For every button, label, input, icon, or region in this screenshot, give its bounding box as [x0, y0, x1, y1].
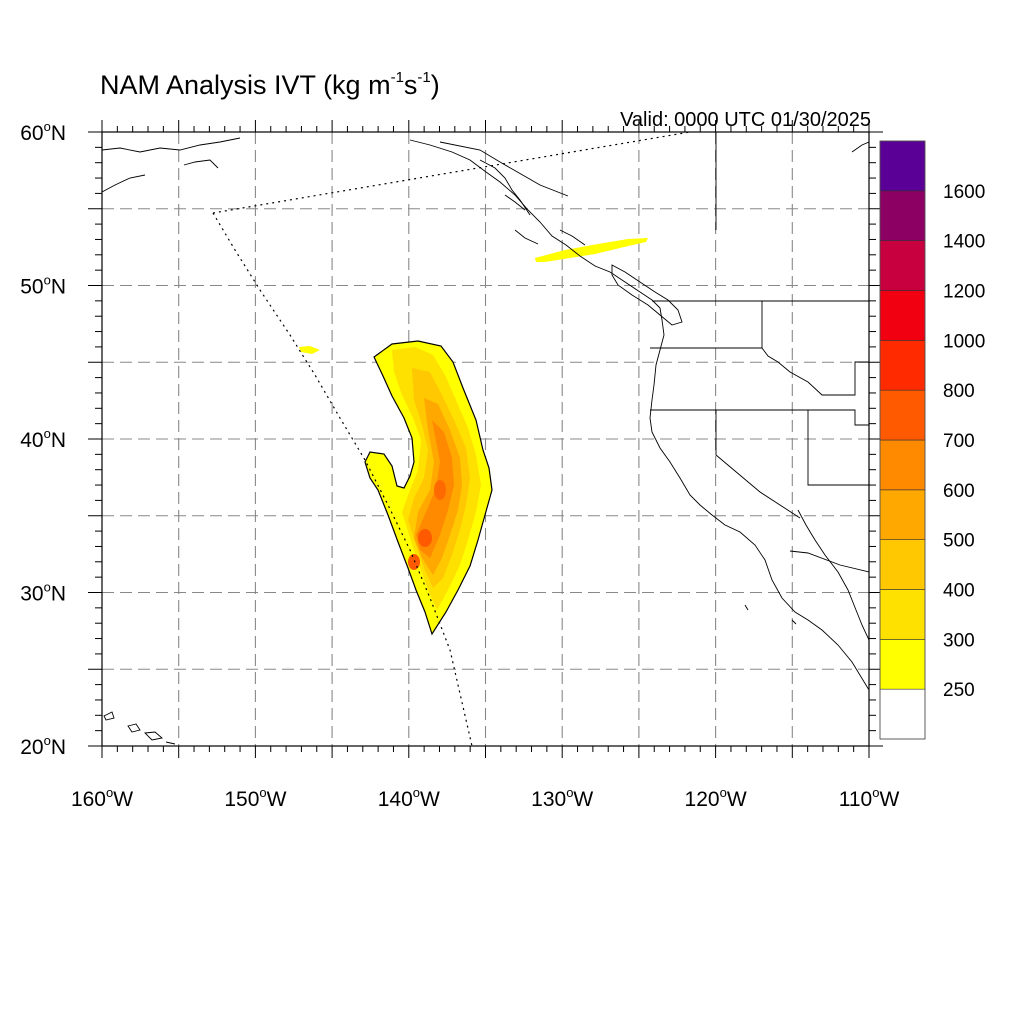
alaska-coast — [102, 137, 661, 309]
colorbar-level-label: 800 — [943, 381, 975, 402]
colorbar-box — [879, 389, 926, 441]
y-tick-label: 60oN — [20, 119, 66, 145]
colorbar-box — [879, 688, 926, 740]
ivt-core-700b — [408, 554, 420, 570]
ivt-core-600 — [434, 480, 446, 500]
axis-ticks — [88, 120, 883, 758]
axis-labels: 160oW 150oW 140oW 130oW 120oW 110oW 60oN 50oN 40… — [20, 119, 899, 811]
colorbar-box — [879, 539, 926, 590]
colorbar-level-label: 600 — [943, 481, 975, 502]
colorbar-level-label: 1000 — [943, 331, 985, 352]
ivt-small-patch-250 — [299, 346, 320, 354]
colorbar-box — [879, 340, 926, 391]
y-tick-label: 30oN — [20, 580, 66, 606]
colorbar-box — [879, 589, 926, 640]
colorbar-box — [879, 190, 926, 241]
baja-islands — [744, 604, 797, 625]
y-tick-label: 40oN — [20, 426, 66, 452]
bc-inlets — [479, 159, 586, 246]
colorbar-level-label: 1400 — [943, 232, 985, 253]
coastlines — [102, 137, 869, 745]
colorbar-box — [879, 290, 926, 341]
x-tick-label: 120oW — [685, 785, 747, 811]
ivt-core-700 — [418, 529, 432, 547]
colorbar-box — [879, 140, 926, 192]
colorbar-level-label: 300 — [943, 630, 975, 651]
ivt-bc-band-250 — [535, 238, 648, 262]
vancouver-island — [611, 264, 683, 326]
colorbar-frame — [879, 140, 926, 740]
colorbar-box — [879, 439, 926, 491]
alaska-canada-border — [439, 132, 717, 230]
valid-time-label: Valid: 0000 UTC 01/30/2025 — [620, 109, 871, 131]
ivt-shading — [299, 238, 648, 636]
map-title: NAM Analysis IVT (kg m-1s-1) — [100, 69, 440, 100]
colorado-fragment — [851, 141, 869, 153]
colorbar-level-label: 250 — [943, 680, 975, 701]
colorbar-labels: 250 300 400 500 600 700 800 1000 1200 1400 1600 — [943, 182, 985, 701]
colorbar-level-label: 700 — [943, 431, 975, 452]
y-tick-label: 50oN — [20, 273, 66, 299]
colorbar-level-label: 500 — [943, 531, 975, 552]
colorbar-level-label: 1600 — [943, 182, 985, 203]
nam-domain-boundary — [212, 132, 691, 746]
colorbar-box — [879, 489, 926, 540]
hawaii-islands — [103, 711, 176, 745]
x-tick-label: 140oW — [378, 785, 440, 811]
x-tick-label: 150oW — [224, 785, 286, 811]
west-coast — [649, 307, 869, 691]
x-tick-label: 160oW — [71, 785, 133, 811]
ivt-plume-600 — [416, 420, 454, 558]
x-tick-label: 130oW — [531, 785, 593, 811]
x-tick-label: 110oW — [839, 785, 900, 811]
colorbar-box — [879, 240, 926, 291]
state-boundaries — [650, 301, 869, 573]
graticule — [102, 132, 869, 746]
colorbar-box — [879, 639, 926, 690]
y-tick-label: 20oN — [20, 733, 66, 759]
colorbar — [879, 140, 926, 740]
colorbar-level-label: 1200 — [943, 282, 985, 303]
colorbar-level-label: 400 — [943, 581, 975, 602]
gulf-of-california — [797, 509, 869, 641]
political-boundaries — [439, 132, 869, 573]
